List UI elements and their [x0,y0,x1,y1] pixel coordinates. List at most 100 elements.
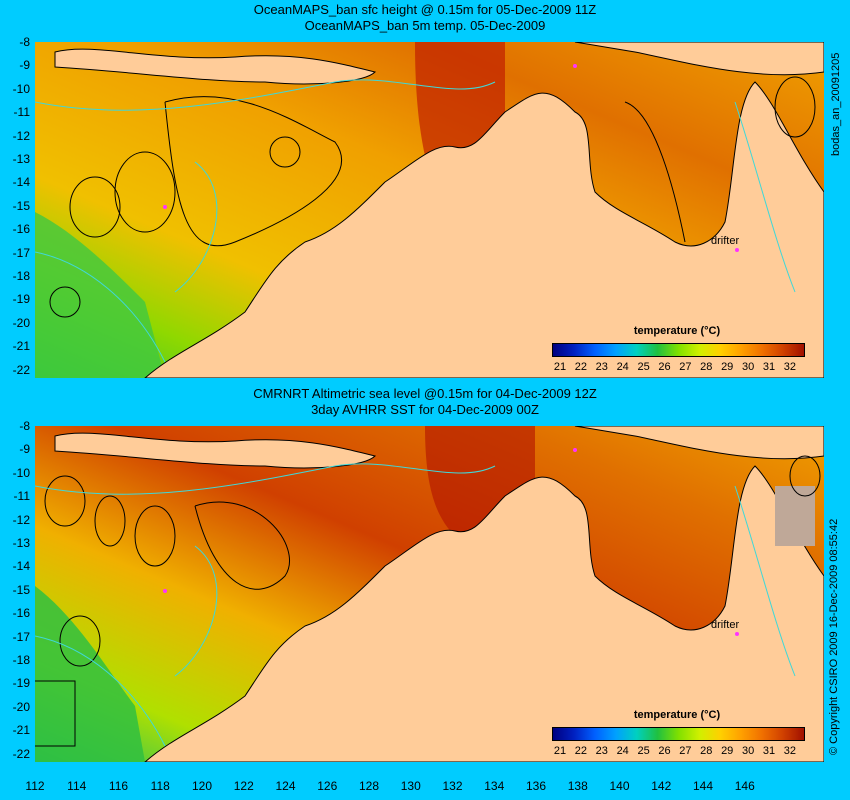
top-colorbar [552,343,805,357]
x-tick-label: 128 [358,779,380,793]
bottom-colorbar [552,727,805,741]
x-tick-label: 114 [67,779,87,793]
top-y-tick-label: -15 [12,198,30,213]
top-y-tick-label: -8 [19,35,30,49]
colorbar-tick-label: 32 [783,745,797,757]
colorbar-tick-label: 24 [616,745,629,757]
colorbar-tick-label: 25 [637,361,650,373]
bottom-y-tick-label: -12 [12,512,30,527]
colorbar-tick-label: 26 [658,745,671,757]
x-tick-label: 138 [567,779,588,793]
bottom-map-panel [35,426,824,762]
colorbar-tick-label: 30 [741,361,755,373]
bottom-australia-land [144,465,824,762]
top-y-tick-label: -22 [12,362,30,377]
top-y-tick-label: -18 [12,269,30,283]
bottom-side-label: © Copyright CSIRO 2009 16-Dec-2009 08:55… [828,518,840,755]
x-tick-label: 122 [233,779,254,793]
bottom-indonesia-islands [54,432,376,469]
bottom-depth-contours [35,463,796,747]
bottom-y-tick-label: -21 [12,723,30,738]
top-y-tick-label: -16 [12,222,30,237]
x-tick-label: 140 [609,779,630,793]
x-tick-label: 136 [525,779,547,793]
bottom-new-guinea [574,426,824,460]
bottom-y-tick-label: -16 [12,606,30,621]
top-australia-land [144,81,824,378]
colorbar-tick-label: 32 [783,361,797,373]
bottom-y-tick-label: -9 [19,442,30,457]
bottom-y-tick-label: -13 [12,536,30,550]
bottom-drifter-marker-1 [163,589,167,593]
top-y-tick-label: -17 [12,245,30,260]
top-map-svg [35,42,824,378]
top-y-tick-label: -11 [13,105,30,120]
bottom-title-1: CMRNRT Altimetric sea level @0.15m for 0… [253,386,597,401]
bottom-y-tick-label: -11 [13,489,30,504]
colorbar-tick-label: 22 [574,745,588,757]
top-y-tick-label: -19 [12,292,30,307]
colorbar-tick-label: 24 [616,361,629,373]
bottom-colorbar-title: temperature (°C) [633,709,721,721]
bottom-y-tick-label: -22 [12,746,30,761]
bottom-drifter-marker-3 [735,632,739,636]
colorbar-tick-label: 21 [553,361,567,373]
bottom-y-tick-label: -8 [19,419,30,433]
bottom-drifter-label: drifter [711,619,740,631]
colorbar-tick-label: 29 [721,361,734,373]
x-tick-label: 124 [275,779,296,793]
x-tick-label: 134 [484,779,505,793]
colorbar-tick-label: 22 [574,361,588,373]
bottom-map-svg [35,426,824,762]
top-drifter-marker-1 [163,205,167,209]
top-colorbar-title: temperature (°C) [633,325,721,337]
colorbar-tick-label: 21 [553,745,567,757]
bottom-y-tick-label: -15 [12,582,30,597]
x-tick-label: 132 [442,779,463,793]
top-y-tick-label: -13 [12,152,30,166]
colorbar-tick-label: 25 [637,745,650,757]
colorbar-tick-label: 31 [762,745,776,757]
top-map-panel [35,42,824,378]
top-side-label: bodas_an_20091205 [830,52,842,156]
x-tick-label: 116 [108,779,129,793]
top-y-tick-label: -12 [12,128,30,143]
bottom-title-2: 3day AVHRR SST for 04-Dec-2009 00Z [311,402,539,417]
top-y-tick-label: -10 [12,81,30,96]
colorbar-tick-label: 27 [679,745,692,757]
top-indonesia-islands [54,48,376,85]
top-depth-contours [35,79,796,363]
top-y-tick-label: -21 [12,339,30,354]
x-tick-label: 146 [734,779,755,793]
bottom-drifter-marker-2 [573,448,577,452]
top-y-tick-label: -14 [12,175,30,190]
bottom-y-tick-label: -19 [12,676,30,691]
top-drifter-label: drifter [711,235,740,247]
top-title-2: OceanMAPS_ban 5m temp. 05-Dec-2009 [304,18,546,33]
colorbar-tick-label: 29 [721,745,734,757]
colorbar-tick-label: 27 [679,361,692,373]
colorbar-tick-label: 30 [741,745,755,757]
x-tick-label: 118 [150,779,170,793]
top-height-contours [49,76,816,318]
colorbar-tick-label: 31 [762,361,776,373]
colorbar-tick-label: 28 [700,361,713,373]
colorbar-tick-label: 26 [658,361,671,373]
colorbar-tick-label: 23 [595,361,608,373]
top-drifter-marker-2 [573,64,577,68]
bottom-y-tick-label: -14 [12,559,30,574]
bottom-y-tick-label: -10 [12,465,30,480]
bottom-y-tick-label: -18 [12,653,30,667]
x-tick-label: 120 [191,779,213,793]
colorbar-tick-label: 28 [700,745,713,757]
top-title-1: OceanMAPS_ban sfc height @ 0.15m for 05-… [253,2,597,17]
bottom-y-tick-label: -17 [12,629,30,644]
x-tick-label: 130 [400,779,421,793]
x-tick-label: 126 [317,779,338,793]
top-y-tick-label: -9 [19,58,30,73]
top-new-guinea [574,42,824,76]
bottom-y-tick-label: -20 [12,699,30,714]
colorbar-tick-label: 23 [595,745,608,757]
x-tick-label: 112 [25,779,45,793]
x-tick-label: 142 [651,779,672,793]
